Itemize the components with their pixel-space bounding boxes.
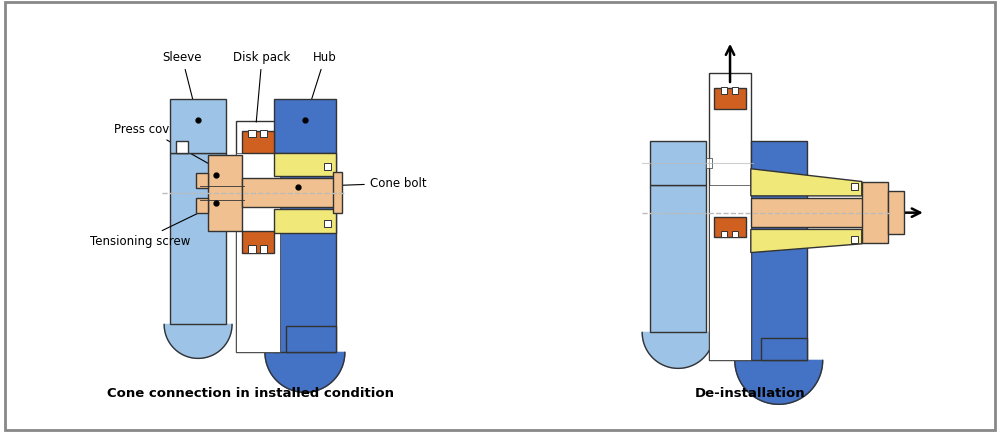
Bar bbox=[333, 172, 342, 214]
Bar bbox=[286, 326, 336, 352]
Polygon shape bbox=[735, 360, 823, 404]
Polygon shape bbox=[751, 169, 862, 196]
Bar bbox=[236, 153, 280, 352]
Polygon shape bbox=[751, 230, 862, 253]
Bar bbox=[274, 153, 336, 352]
Bar bbox=[242, 230, 274, 253]
Bar bbox=[721, 87, 727, 94]
Polygon shape bbox=[164, 325, 232, 358]
Bar bbox=[236, 121, 280, 352]
Bar bbox=[196, 198, 208, 214]
Bar bbox=[196, 173, 208, 188]
Bar bbox=[274, 99, 336, 153]
Text: Sleeve: Sleeve bbox=[162, 51, 202, 118]
Bar bbox=[721, 231, 727, 237]
Bar bbox=[274, 210, 336, 233]
Bar bbox=[714, 88, 746, 109]
Bar bbox=[751, 198, 864, 227]
Text: Disk pack: Disk pack bbox=[233, 51, 291, 122]
Bar bbox=[862, 182, 888, 243]
Bar bbox=[888, 191, 904, 234]
Bar bbox=[761, 339, 807, 360]
Bar bbox=[170, 99, 226, 153]
Bar bbox=[851, 183, 858, 190]
Bar bbox=[248, 245, 256, 253]
Bar bbox=[324, 220, 331, 227]
Bar bbox=[260, 130, 267, 137]
Bar bbox=[709, 185, 751, 360]
Bar bbox=[324, 163, 331, 170]
Text: Cone connection in installed condition: Cone connection in installed condition bbox=[107, 387, 394, 400]
Text: Hub: Hub bbox=[306, 51, 337, 118]
Text: Cone bolt: Cone bolt bbox=[305, 177, 426, 190]
Polygon shape bbox=[265, 352, 345, 392]
Bar bbox=[650, 141, 706, 185]
Text: Tensioning screw: Tensioning screw bbox=[90, 206, 213, 248]
Bar bbox=[274, 153, 336, 176]
Bar bbox=[732, 87, 738, 94]
Bar bbox=[751, 185, 807, 360]
Polygon shape bbox=[642, 332, 714, 368]
Bar bbox=[170, 153, 226, 325]
Bar bbox=[650, 185, 706, 332]
Text: De-installation: De-installation bbox=[695, 387, 805, 400]
Text: Press cover: Press cover bbox=[114, 123, 222, 171]
Bar bbox=[706, 158, 712, 168]
Bar bbox=[242, 131, 274, 153]
Bar bbox=[751, 141, 807, 185]
Bar bbox=[248, 130, 256, 137]
Bar bbox=[714, 217, 746, 237]
Bar bbox=[709, 73, 751, 360]
Bar bbox=[176, 141, 188, 153]
Bar bbox=[260, 245, 267, 253]
Bar bbox=[242, 178, 338, 207]
Bar bbox=[208, 155, 242, 230]
Bar bbox=[851, 236, 858, 243]
Bar bbox=[732, 231, 738, 237]
